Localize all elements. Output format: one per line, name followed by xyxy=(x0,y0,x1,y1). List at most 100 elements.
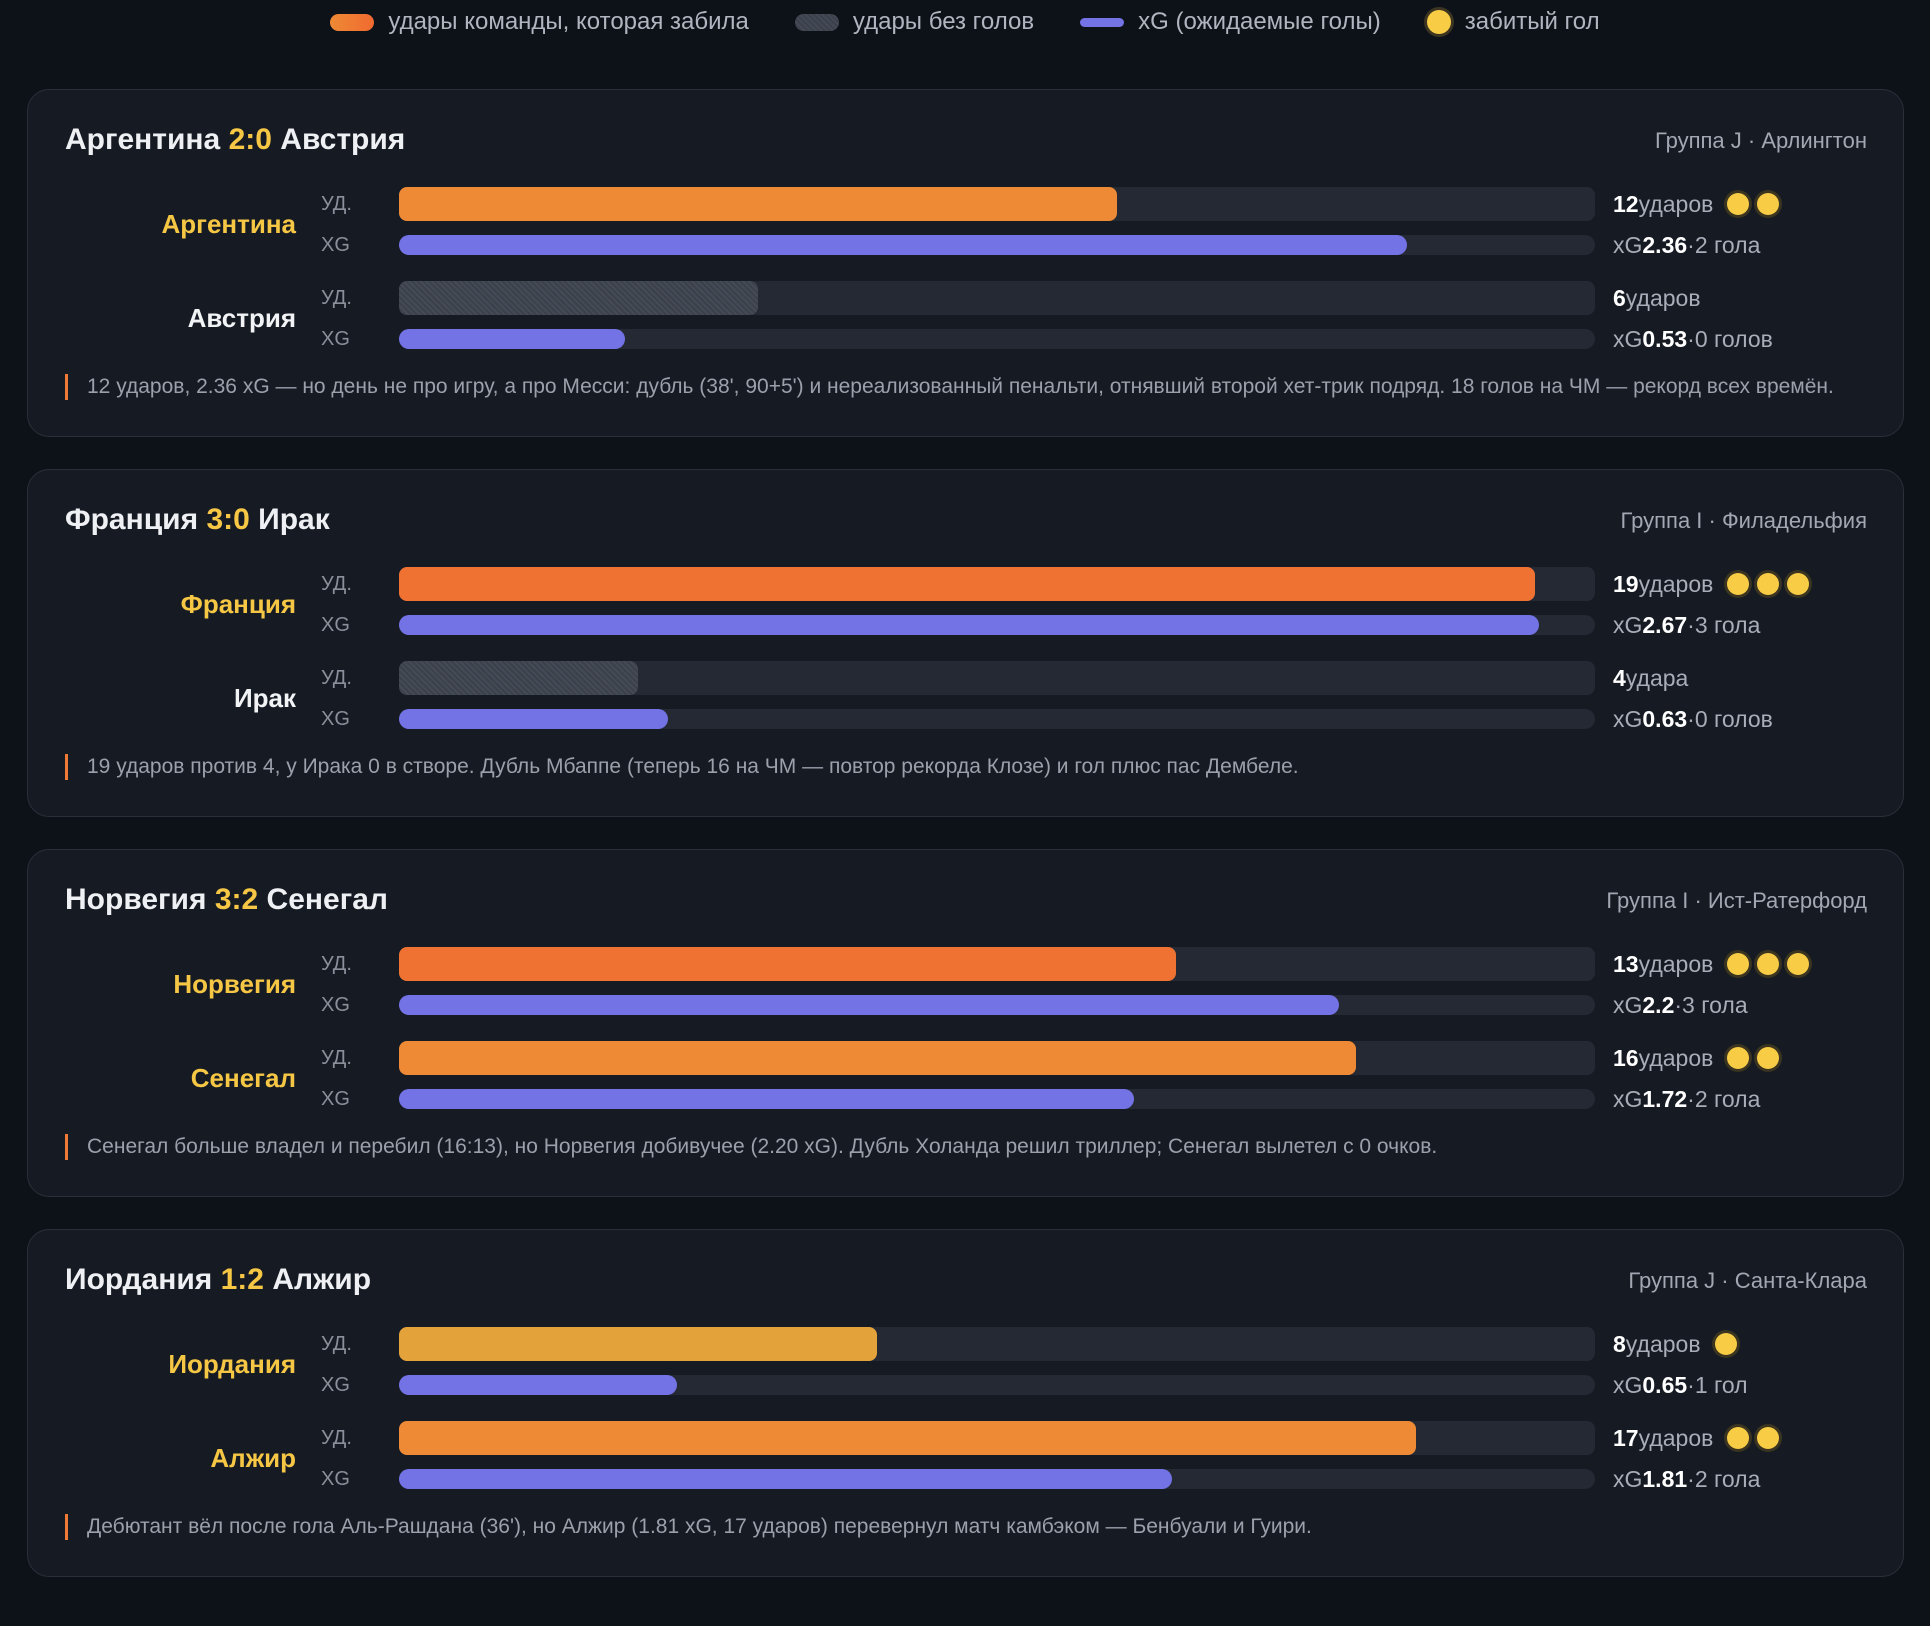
legend-label: xG (ожидаемые голы) xyxy=(1138,8,1381,35)
score: 2:0 xyxy=(228,123,272,156)
xg-value: xG 2.67 · 3 гола xyxy=(1613,610,1760,640)
match-card: Иордания 1:2 Алжир Группа J · Санта-Клара… xyxy=(27,1229,1904,1577)
separator: · xyxy=(1687,706,1695,732)
xg-prefix: xG xyxy=(1613,1372,1643,1398)
row-label: УД. xyxy=(321,573,352,595)
xg-bar xyxy=(399,235,1408,255)
goal-dot xyxy=(1727,1047,1750,1069)
xg-bar xyxy=(399,615,1540,635)
shots-count: 4 xyxy=(1613,665,1626,691)
goals-label: 2 гола xyxy=(1694,1466,1761,1492)
legend-item: забитый гол xyxy=(1426,8,1600,36)
xg-value: xG 0.53 · 0 голов xyxy=(1613,324,1773,354)
match-title: Франция 3:0 Ирак xyxy=(65,500,330,540)
goal-dot xyxy=(1757,1427,1780,1449)
score: 3:0 xyxy=(206,503,250,536)
team-block: Норвегия УД. XG 13 ударов xG 2.2 · 3 гола xyxy=(28,946,1903,1040)
shots-word: ударов xyxy=(1638,571,1714,597)
goals-label: 1 гол xyxy=(1694,1372,1748,1398)
match-title: Норвегия 3:2 Сенегал xyxy=(65,880,388,920)
goal-dot xyxy=(1787,573,1810,595)
row-label: XG xyxy=(321,614,350,636)
xg-track xyxy=(399,1089,1595,1109)
xg-value: xG 1.81 · 2 гола xyxy=(1613,1464,1760,1494)
match-note: Сенегал больше владел и перебил (16:13),… xyxy=(65,1134,1847,1160)
row-label: УД. xyxy=(321,1427,352,1449)
xg-prefix: xG xyxy=(1613,232,1643,258)
separator: · xyxy=(1687,1372,1695,1398)
shots-bar xyxy=(399,1421,1416,1455)
legend-swatch xyxy=(1426,10,1451,34)
team-block: Франция УД. XG 19 ударов xG 2.67 · 3 гола xyxy=(28,566,1903,660)
team-name: Сенегал xyxy=(190,1063,296,1093)
xg-track xyxy=(399,995,1595,1015)
shots-track xyxy=(399,187,1595,221)
team-block: Иордания УД. XG 8 ударов xG 0.65 · 1 гол xyxy=(28,1326,1903,1420)
team-name: Аргентина xyxy=(161,209,296,239)
shots-count: 6 xyxy=(1613,285,1626,311)
xg-prefix: xG xyxy=(1613,992,1643,1018)
xg-number: 2.36 xyxy=(1642,232,1688,258)
separator: · xyxy=(1687,1466,1695,1492)
row-label: XG xyxy=(321,994,350,1016)
match-title: Иордания 1:2 Алжир xyxy=(65,1260,371,1300)
shots-bar xyxy=(399,567,1536,601)
match-note: 12 ударов, 2.36 xG — но день не про игру… xyxy=(65,374,1847,400)
legend-item: удары без голов xyxy=(794,8,1034,36)
separator: · xyxy=(1687,326,1695,352)
row-label: XG xyxy=(321,328,350,350)
match-card: Норвегия 3:2 Сенегал Группа I · Ист-Ратер… xyxy=(27,849,1904,1197)
xg-number: 1.72 xyxy=(1642,1086,1688,1112)
xg-number: 0.53 xyxy=(1642,326,1688,352)
home-team: Иордания xyxy=(65,1263,213,1296)
xg-prefix: xG xyxy=(1613,1466,1643,1492)
xg-number: 2.67 xyxy=(1642,612,1688,638)
row-label: XG xyxy=(321,1374,350,1396)
shots-count: 12 xyxy=(1613,191,1639,217)
legend-item: xG (ожидаемые голы) xyxy=(1080,8,1381,36)
shots-word: ударов xyxy=(1625,1331,1701,1357)
shots-bar xyxy=(399,281,758,315)
row-label: УД. xyxy=(321,193,352,215)
shots-word: ударов xyxy=(1638,951,1714,977)
xg-prefix: xG xyxy=(1613,706,1643,732)
team-name: Франция xyxy=(180,589,296,619)
team-name: Норвегия xyxy=(173,969,296,999)
shots-value: 8 ударов xyxy=(1613,1329,1737,1359)
xg-bar xyxy=(399,1089,1134,1109)
shots-word: удара xyxy=(1625,665,1689,691)
team-name: Иордания xyxy=(168,1349,296,1379)
away-team: Алжир xyxy=(272,1263,372,1296)
separator: · xyxy=(1687,612,1695,638)
match-note: 19 ударов против 4, у Ирака 0 в створе. … xyxy=(65,754,1847,780)
match-card: Франция 3:0 Ирак Группа I · Филадельфия Фр… xyxy=(27,469,1904,817)
xg-track xyxy=(399,329,1595,349)
xg-number: 2.2 xyxy=(1642,992,1675,1018)
legend: удары команды, которая забила удары без г… xyxy=(0,0,1930,44)
separator: · xyxy=(1687,1086,1695,1112)
xg-number: 1.81 xyxy=(1642,1466,1688,1492)
xg-track xyxy=(399,615,1595,635)
shots-track xyxy=(399,661,1595,695)
xg-track xyxy=(399,709,1595,729)
row-label: УД. xyxy=(321,667,352,689)
shots-count: 8 xyxy=(1613,1331,1626,1357)
legend-label: удары команды, которая забила xyxy=(388,8,749,35)
goals-label: 0 голов xyxy=(1694,706,1773,732)
goal-dot xyxy=(1757,1047,1780,1069)
home-team: Аргентина xyxy=(65,123,221,156)
legend-swatch xyxy=(330,13,375,31)
shots-value: 6 ударов xyxy=(1613,283,1701,313)
shots-value: 17 ударов xyxy=(1613,1423,1780,1453)
shots-track xyxy=(399,1327,1595,1361)
shots-bar xyxy=(399,187,1117,221)
shots-value: 4 удара xyxy=(1613,663,1688,693)
row-label: XG xyxy=(321,1468,350,1490)
shots-track xyxy=(399,1421,1595,1455)
shots-value: 19 ударов xyxy=(1613,569,1810,599)
shots-bar xyxy=(399,1327,878,1361)
separator: · xyxy=(1674,992,1683,1018)
home-team: Норвегия xyxy=(65,883,207,916)
match-note: Дебютант вёл после гола Аль-Рашдана (36'… xyxy=(65,1514,1847,1540)
xg-bar xyxy=(399,1469,1173,1489)
